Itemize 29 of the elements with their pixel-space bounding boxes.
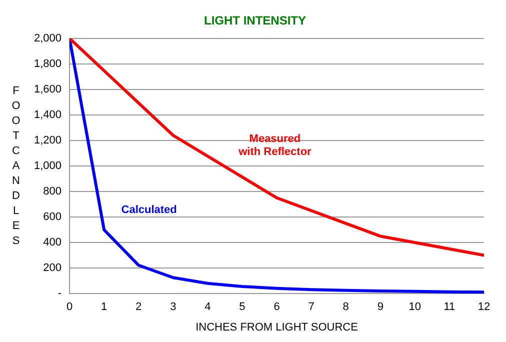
y-tick-label: 600: [43, 211, 62, 224]
x-axis-title: INCHES FROM LIGHT SOURCE: [196, 321, 358, 334]
y-tick-label: -: [58, 288, 62, 300]
x-tick-label: 3: [170, 301, 176, 314]
x-tick-label: 4: [204, 301, 211, 314]
y-tick-label: 1,600: [34, 83, 62, 96]
x-tick-label: 12: [478, 301, 490, 314]
x-tick-label: 2: [136, 301, 142, 314]
x-tick-label: 6: [274, 301, 280, 314]
x-tick-label: 10: [408, 301, 422, 314]
x-tick-label: 11: [444, 301, 456, 314]
y-tick-label: 2,000: [34, 32, 62, 44]
x-tick-label: 9: [377, 301, 384, 314]
series-label: Measured with Reflector: [238, 132, 312, 158]
y-tick-label: 200: [43, 262, 62, 274]
x-tick-label: 8: [342, 301, 349, 314]
x-tick-label: 1: [101, 301, 108, 314]
x-tick-label: 7: [308, 301, 314, 314]
series-label: Calculated: [121, 204, 177, 216]
x-tick-label: 0: [66, 301, 73, 314]
y-tick-label: 1,400: [34, 108, 62, 121]
text: FOOTCANDLES: [12, 85, 20, 248]
y-tick-label: 400: [43, 236, 62, 249]
y-tick-label: 1,000: [34, 160, 62, 172]
y-tick-label: 1,200: [34, 134, 62, 147]
chart-title: LIGHT INTENSITY: [204, 14, 306, 28]
y-tick-label: 1,800: [34, 58, 62, 70]
y-tick-label: 800: [43, 186, 62, 198]
x-tick-label: 5: [239, 301, 246, 314]
